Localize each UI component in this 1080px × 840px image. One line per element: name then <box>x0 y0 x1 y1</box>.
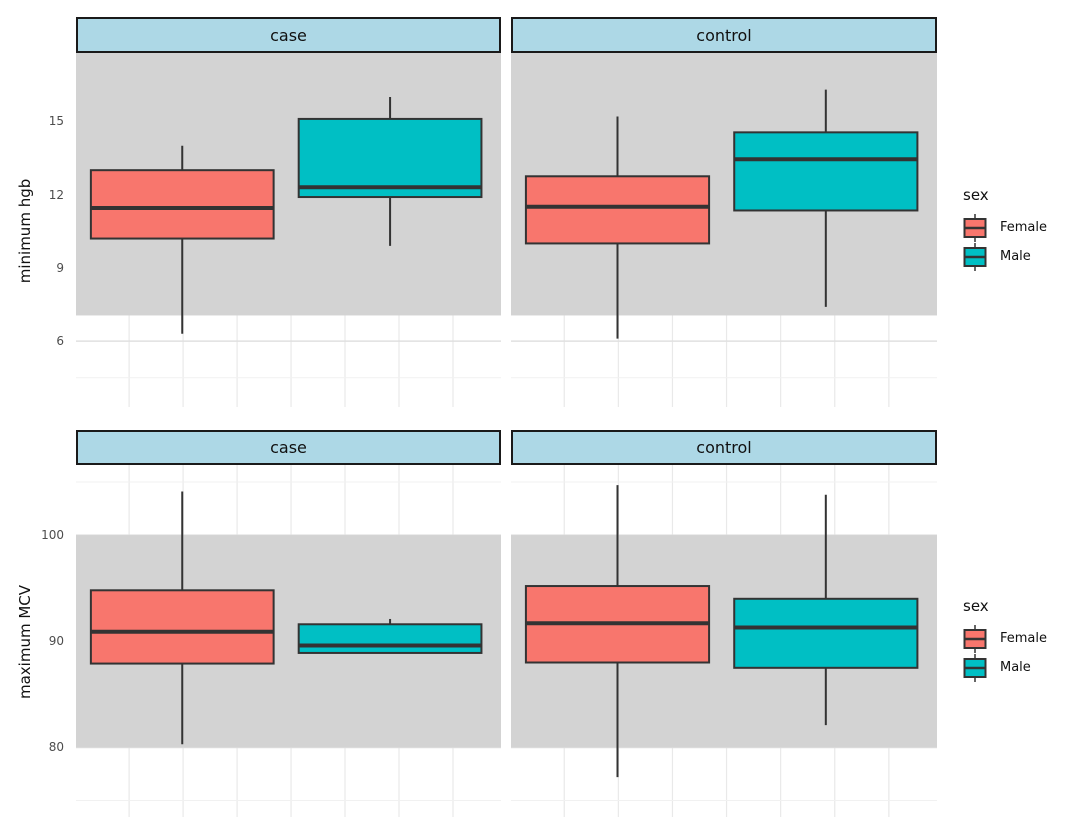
boxplot-panel-control-max-mcv <box>511 465 937 817</box>
legend-entry-male: Male <box>963 653 1047 682</box>
y-tick-label: 9 <box>56 260 64 275</box>
boxplot-key-icon-female <box>963 213 987 242</box>
boxplot-panel-case-max-mcv <box>76 465 501 817</box>
facet-strip-case-row2: case <box>76 430 501 465</box>
y-tick-label: 80 <box>48 740 64 755</box>
y-tick-label: 15 <box>48 114 64 129</box>
legend-sex-row2: sex Female Male <box>963 597 1047 682</box>
legend-entry-female: Female <box>963 213 1047 242</box>
legend-entry-female: Female <box>963 624 1047 653</box>
y-tick-label: 100 <box>41 528 64 543</box>
legend-sex-row1: sex Female Male <box>963 186 1047 271</box>
facet-strip-control-row2: control <box>511 430 937 465</box>
facet-strip-case-row1: case <box>76 17 501 53</box>
boxplot-panel-case-min-hgb <box>76 53 501 407</box>
y-tick-label: 90 <box>48 634 64 649</box>
y-tick-label: 6 <box>56 334 64 349</box>
legend-label: Male <box>1000 660 1031 675</box>
facet-strip-label: control <box>696 25 752 45</box>
boxplot-key-icon-male <box>963 653 987 682</box>
legend-title: sex <box>963 597 989 615</box>
boxplot-key-icon-female <box>963 624 987 653</box>
facet-strip-label: control <box>696 438 752 457</box>
boxplot-panel-control-min-hgb <box>511 53 937 407</box>
legend-label: Female <box>1000 631 1048 646</box>
facet-strip-control-row1: control <box>511 17 937 53</box>
legend-label: Female <box>1000 220 1048 235</box>
legend-label: Male <box>1000 249 1031 264</box>
facet-strip-label: case <box>270 25 307 45</box>
legend-title: sex <box>963 186 989 204</box>
boxplot-key-icon-male <box>963 242 987 271</box>
y-tick-label: 12 <box>48 187 64 202</box>
facet-strip-label: case <box>270 438 307 457</box>
legend-entry-male: Male <box>963 242 1047 271</box>
